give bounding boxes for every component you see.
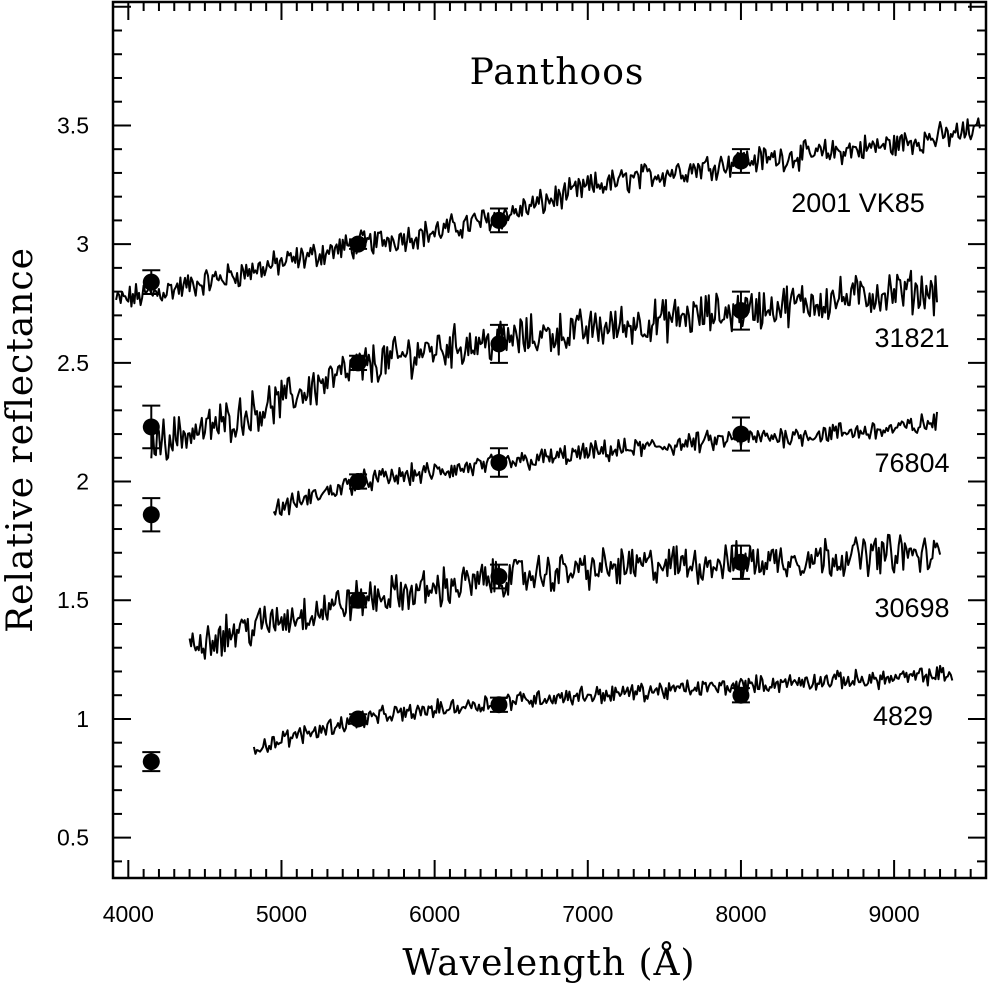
spectrum-line-3 [188, 533, 942, 660]
y-tick-label: 1 [76, 706, 89, 732]
photometry-markers [142, 148, 750, 773]
series-labels: 2001 VK85 31821 76804 30698 4829 [791, 188, 949, 731]
series-0-point [349, 235, 367, 253]
y-tick-label: 2.5 [57, 350, 89, 376]
y-tick-label: 3.5 [57, 112, 89, 138]
x-tick-label: 8000 [715, 901, 766, 927]
series-1-point [349, 354, 367, 372]
series-0-point [490, 211, 508, 229]
series-4-point [490, 696, 508, 714]
x-tick-label: 4000 [103, 901, 154, 927]
spectrum-line-2 [272, 411, 938, 516]
extra-0-point [142, 506, 160, 524]
tick-labels: 4000 5000 6000 7000 8000 9000 0.5 1 1.5 2 2.5 3 3.5 [57, 112, 920, 927]
series-label-2: 76804 [874, 448, 949, 478]
x-tick-label: 7000 [562, 901, 613, 927]
series-3-point [490, 568, 508, 586]
series-0-point [142, 273, 160, 291]
series-label-0: 2001 VK85 [791, 188, 925, 218]
x-tick-label: 5000 [256, 901, 307, 927]
axis-ticks [112, 2, 987, 878]
spectra-lines [115, 117, 981, 755]
spectrum-line-4 [252, 664, 954, 755]
y-tick-label: 3 [76, 231, 89, 257]
spectrum-line-0 [115, 117, 981, 308]
series-0-point [732, 152, 750, 170]
series-2-point [490, 454, 508, 472]
x-tick-label: 6000 [409, 901, 460, 927]
y-axis-label: Relative reflectance [0, 247, 41, 633]
y-tick-label: 0.5 [57, 825, 89, 851]
x-axis-label: Wavelength (Å) [402, 942, 695, 984]
series-1-point [490, 335, 508, 353]
chart-title: Panthoos [470, 52, 645, 93]
series-1-point [732, 302, 750, 320]
y-tick-label: 1.5 [57, 587, 89, 613]
series-4-point [349, 710, 367, 728]
series-4-point [732, 686, 750, 704]
series-3-point [732, 553, 750, 571]
series-2-point [732, 425, 750, 443]
series-3-point [349, 591, 367, 609]
y-tick-label: 2 [76, 469, 89, 495]
spectrum-line-1 [150, 269, 938, 461]
plot-frame [111, 0, 988, 880]
series-2-point [349, 473, 367, 491]
extra-1-point [142, 753, 160, 771]
series-label-3: 30698 [874, 593, 949, 623]
series-label-1: 31821 [874, 323, 949, 353]
series-1-point [142, 418, 160, 436]
series-label-4: 4829 [873, 701, 933, 731]
x-tick-label: 9000 [869, 901, 920, 927]
